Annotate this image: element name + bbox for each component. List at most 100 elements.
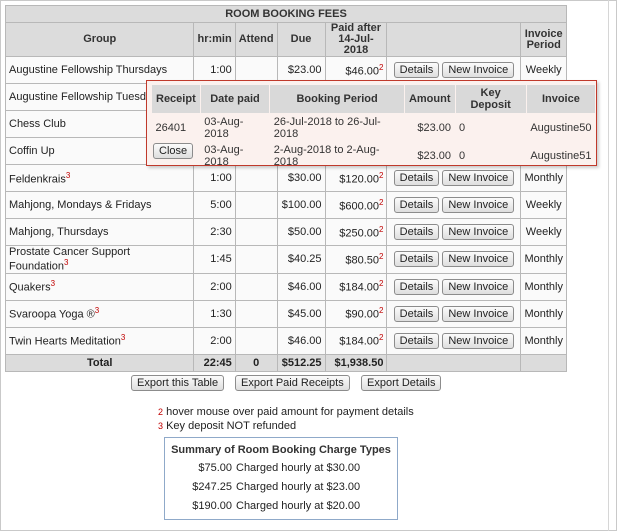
invoice-period-cell: Monthly xyxy=(520,164,567,192)
group-name-text: Mahjong, Thursdays xyxy=(9,226,109,238)
footnote-3-number: 3 xyxy=(158,421,164,431)
invoice-period-cell: Weekly xyxy=(520,191,567,219)
receipts-table: Receipt Date paid Booking Period Amount Key … xyxy=(151,84,597,170)
footnote-2-text: hover mouse over paid amount for payment… xyxy=(166,406,414,418)
details-button[interactable]: Details xyxy=(393,224,440,240)
details-button[interactable]: Details xyxy=(393,197,440,213)
footnote-marker: 2 xyxy=(379,252,384,261)
invoice-period-cell: Monthly xyxy=(520,272,567,301)
group-name-text: Augustine Fellowship Thursdays xyxy=(9,64,168,76)
paid-cell[interactable]: $600.002 xyxy=(324,191,388,219)
summary-amount: $190.00 xyxy=(192,500,232,512)
paid-amount[interactable]: $120.00 xyxy=(339,173,379,186)
table-row: Twin Hearts Meditation3 2:00 $46.00 $184.00… xyxy=(4,326,567,355)
new-invoice-button[interactable]: New Invoice xyxy=(442,197,515,213)
table-row: Augustine Fellowship Thursdays 1:00 $23.00… xyxy=(4,56,567,84)
attend-cell xyxy=(234,326,278,355)
actions-cell: Details New Invoice xyxy=(386,56,522,84)
paid-cell[interactable]: $184.002 xyxy=(324,272,388,301)
paid-cell[interactable]: $80.502 xyxy=(324,245,388,274)
paid-cell[interactable]: $46.002 xyxy=(324,56,388,84)
summary-amount: $75.00 xyxy=(198,462,232,474)
details-button[interactable]: Details xyxy=(393,62,440,78)
attend-cell xyxy=(234,191,278,219)
receipt-cell: 0 xyxy=(459,122,466,134)
actions-cell: Details New Invoice xyxy=(386,245,522,274)
receipt-cell: Augustine51 xyxy=(530,150,592,162)
receipt-cell: 03-Aug-2018 xyxy=(204,116,244,140)
hrmin-cell: 1:00 xyxy=(193,164,236,192)
total-hrmin: 22:45 xyxy=(193,353,236,372)
summary-title: Summary of Room Booking Charge Types xyxy=(171,444,391,456)
total-attend: 0 xyxy=(234,353,278,372)
new-invoice-button[interactable]: New Invoice xyxy=(442,305,515,322)
footnote-marker: 3 xyxy=(64,258,69,267)
details-button[interactable]: Details xyxy=(393,332,440,349)
paid-amount[interactable]: $184.00 xyxy=(339,281,379,294)
details-button[interactable]: Details xyxy=(393,251,440,268)
total-due: $512.25 xyxy=(276,353,326,372)
paid-amount[interactable]: $250.00 xyxy=(339,227,379,240)
attend-cell xyxy=(234,245,278,274)
receipt-cell: 26-Jul-2018 to 26-Jul-2018 xyxy=(273,116,381,140)
new-invoice-button[interactable]: New Invoice xyxy=(442,62,515,78)
header-paid-after-line1: Paid after xyxy=(330,22,382,34)
paid-amount[interactable]: $90.00 xyxy=(345,308,379,321)
paid-amount[interactable]: $600.00 xyxy=(339,200,379,213)
export-paid-receipts-button[interactable]: Export Paid Receipts xyxy=(235,375,350,391)
header-attend: Attend xyxy=(234,22,278,57)
group-name-text: Twin Hearts Meditation xyxy=(9,335,121,348)
summary-description: Charged hourly at $23.00 xyxy=(236,481,361,493)
details-button[interactable]: Details xyxy=(393,170,440,186)
invoice-period-cell: Monthly xyxy=(520,299,567,328)
attend-cell xyxy=(234,56,278,84)
group-name: Twin Hearts Meditation3 xyxy=(4,326,195,355)
footnote-marker: 2 xyxy=(379,279,384,289)
group-name-text: Coffin Up xyxy=(9,145,55,157)
popup-header: Key Deposit xyxy=(454,84,527,114)
details-button[interactable]: Details xyxy=(393,305,440,322)
new-invoice-button[interactable]: New Invoice xyxy=(442,332,515,349)
new-invoice-button[interactable]: New Invoice xyxy=(442,278,515,295)
hrmin-cell: 1:30 xyxy=(193,299,236,328)
footnote-2-number: 2 xyxy=(158,407,164,417)
close-button[interactable]: Close xyxy=(153,143,194,159)
hrmin-cell: 2:00 xyxy=(193,272,236,301)
popup-header: Date paid xyxy=(199,84,271,114)
paid-amount[interactable]: $46.00 xyxy=(345,65,379,78)
paid-cell[interactable]: $120.002 xyxy=(324,164,388,192)
hrmin-cell: 2:00 xyxy=(193,326,236,355)
group-name-text: Mahjong, Mondays & Fridays xyxy=(9,199,152,211)
scrollbar-edge xyxy=(608,0,609,531)
footnote-marker: 3 xyxy=(65,170,71,180)
new-invoice-button[interactable]: New Invoice xyxy=(442,251,515,268)
header-due: Due xyxy=(276,22,326,57)
paid-cell[interactable]: $90.002 xyxy=(324,299,388,328)
paid-cell[interactable]: $250.002 xyxy=(324,218,388,246)
receipt-cell: Augustine50 xyxy=(530,122,592,134)
new-invoice-button[interactable]: New Invoice xyxy=(442,170,515,186)
summary-description: Charged hourly at $30.00 xyxy=(236,462,361,474)
attend-cell xyxy=(234,272,278,301)
total-actions xyxy=(386,353,522,372)
group-name-text: Chess Club xyxy=(9,118,66,130)
footnote-marker: 2 xyxy=(379,170,384,180)
new-invoice-button[interactable]: New Invoice xyxy=(442,224,515,240)
details-button[interactable]: Details xyxy=(393,278,440,295)
receipt-cell: 26401 xyxy=(155,122,187,134)
booking-fees-table: ROOM BOOKING FEES Group hr:min Attend Du… xyxy=(4,5,567,372)
invoice-period-cell: Weekly xyxy=(520,218,567,246)
due-cell: $100.00 xyxy=(276,191,326,219)
attend-cell xyxy=(234,218,278,246)
paid-amount[interactable]: $80.50 xyxy=(345,254,379,267)
export-details-button[interactable]: Export Details xyxy=(361,375,442,391)
total-period xyxy=(520,353,567,372)
table-title: ROOM BOOKING FEES xyxy=(5,5,567,23)
paid-cell[interactable]: $184.002 xyxy=(324,326,388,355)
table-row: Mahjong, Mondays & Fridays 5:00 $100.00 $60… xyxy=(4,191,567,219)
paid-amount[interactable]: $184.00 xyxy=(339,335,379,348)
actions-cell: Details New Invoice xyxy=(386,191,522,219)
export-table-button[interactable]: Export this Table xyxy=(131,375,225,391)
footnote-marker: 2 xyxy=(379,333,384,343)
group-name-text: Svaroopa Yoga ® xyxy=(9,308,95,321)
